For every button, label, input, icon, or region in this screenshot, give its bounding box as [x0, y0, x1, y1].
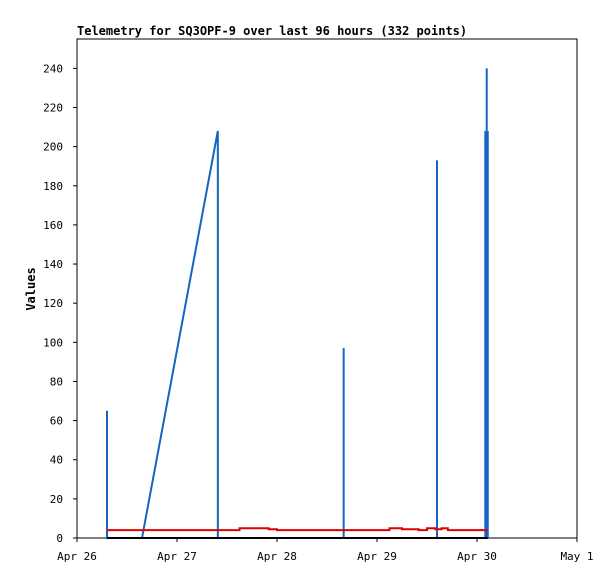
y-tick-label: 60	[50, 415, 63, 428]
y-tick-label: 100	[43, 336, 63, 349]
y-axis-label: Values	[24, 267, 38, 310]
x-tick-label: Apr 30	[457, 550, 497, 563]
y-tick-label: 0	[56, 532, 63, 545]
chart-title: Telemetry for SQ3OPF-9 over last 96 hour…	[77, 24, 467, 38]
series-line-1	[107, 527, 488, 532]
x-tick-label: Apr 27	[157, 550, 197, 563]
y-tick-label: 40	[50, 454, 63, 467]
y-tick-label: 20	[50, 493, 63, 506]
y-tick-label: 200	[43, 141, 63, 154]
y-tick-label: 140	[43, 258, 63, 271]
x-tick-label: May 1	[560, 550, 593, 563]
y-tick-label: 80	[50, 375, 63, 388]
x-tick-label: Apr 29	[357, 550, 397, 563]
plot-area	[76, 38, 578, 539]
series-line-0	[106, 68, 489, 539]
x-tick-label: Apr 28	[257, 550, 297, 563]
y-tick-label: 120	[43, 297, 63, 310]
y-tick-label: 240	[43, 62, 63, 75]
y-tick-label: 180	[43, 180, 63, 193]
y-tick-label: 220	[43, 101, 63, 114]
x-tick-label: Apr 26	[57, 550, 97, 563]
y-tick-label: 160	[43, 219, 63, 232]
